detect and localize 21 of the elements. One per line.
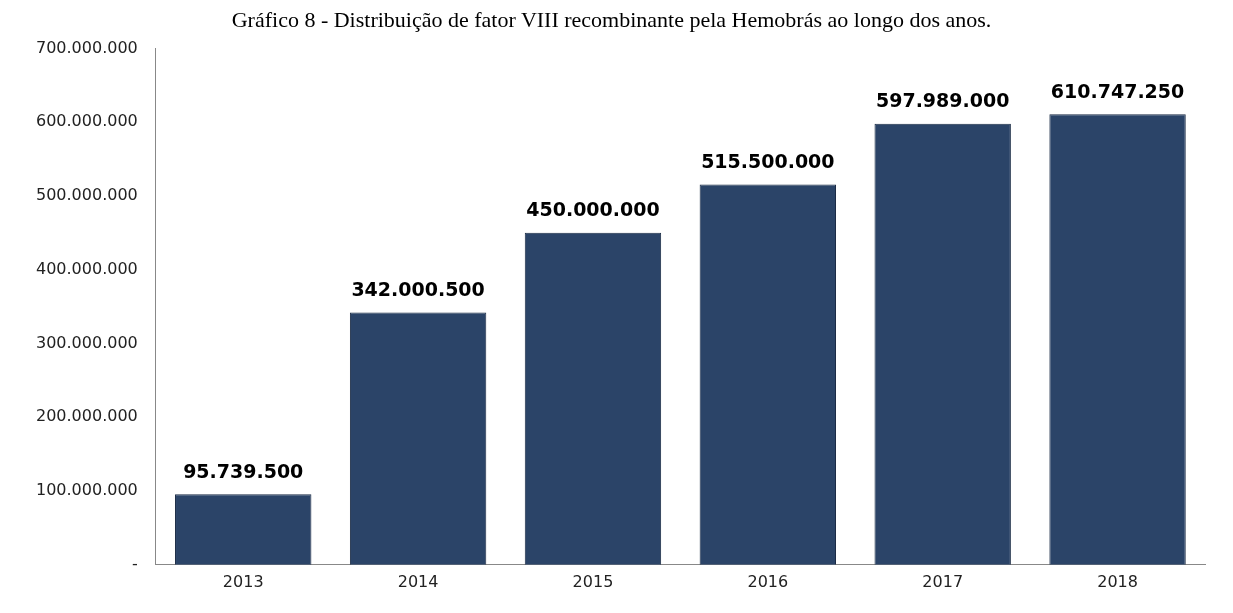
data-label: 342.000.500 xyxy=(351,277,485,300)
data-label: 450.000.000 xyxy=(526,198,660,221)
data-label: 597.989.000 xyxy=(875,89,1010,112)
y-tick-label: 700.000.000 xyxy=(35,37,138,57)
x-tick-label: 2017 xyxy=(922,571,964,591)
x-tick-label: 2016 xyxy=(747,571,789,591)
y-tick-label: 500.000.000 xyxy=(35,185,138,205)
x-tick-label: 2013 xyxy=(222,571,264,591)
y-tick-label: 200.000.000 xyxy=(35,406,138,426)
chart-title: Gráfico 8 - Distribuição de fator VIII recombinante pela Hemobrás ao longo dos anos. xyxy=(231,6,992,32)
data-label: 515.500.000 xyxy=(701,149,835,172)
x-tick-label: 2018 xyxy=(1097,571,1138,591)
data-label: 610.747.250 xyxy=(1050,79,1185,102)
x-tick-label: 2014 xyxy=(397,571,439,591)
x-tick-label: 2015 xyxy=(572,571,614,591)
data-label: 95.739.500 xyxy=(183,459,304,482)
y-tick-label: 300.000.000 xyxy=(35,332,138,352)
y-tick-label: - xyxy=(132,553,138,573)
y-tick-label: 600.000.000 xyxy=(35,111,138,131)
y-tick-label: 400.000.000 xyxy=(35,258,138,278)
y-tick-label: 100.000.000 xyxy=(35,480,138,500)
